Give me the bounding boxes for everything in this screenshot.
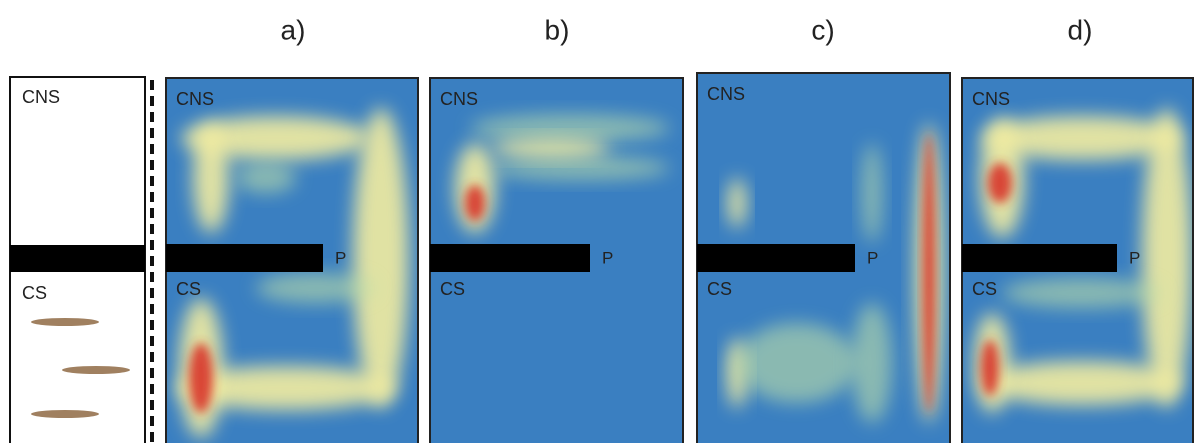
zone-label: CNS [22,87,60,107]
fish [31,318,99,326]
zone-label: CNS [440,89,478,109]
partition-label: P [867,248,878,267]
heat-blob [193,123,229,233]
heat-blob [470,114,670,142]
heat-blob [728,178,746,228]
fish [31,410,99,418]
heat-blob [465,185,485,221]
heatmap [166,78,418,443]
heat-blob [982,361,1182,405]
schematic: CNS CS [9,76,154,443]
panel-label: b) [545,14,570,45]
heat-blob [176,366,396,410]
partition [10,245,145,272]
zone-label: CS [22,283,47,303]
heat-blob [490,138,610,158]
zone-label: CS [707,279,732,299]
heat-blob [353,108,409,408]
heat-blob [982,116,1182,160]
zone-label: CNS [707,84,745,104]
heat-blob [737,323,857,403]
panel-label: d) [1068,14,1093,45]
fish [62,366,130,374]
zone-label: CS [176,279,201,299]
heat-blob [1002,278,1162,308]
heat-blob [923,133,935,413]
panel-label: a) [281,14,306,45]
zone-label: CS [440,279,465,299]
heat-blob [189,343,213,413]
heat-blob [862,143,882,243]
heat-blob [1142,108,1192,408]
partition [697,244,855,272]
heat-blob [256,273,376,303]
heat-blob [988,163,1012,203]
zone-label: CS [972,279,997,299]
panel-label: c) [811,14,834,45]
heat-blob [490,156,670,180]
heat-blob [981,340,999,396]
partition-label: P [335,248,346,267]
partition [166,244,323,272]
heat-blob [236,163,296,193]
heat-blob [852,303,892,423]
partition-label: P [602,248,613,267]
partition [962,244,1117,272]
partition [430,244,590,272]
zone-label: CNS [176,89,214,109]
partition-label: P [1129,248,1140,267]
zone-label: CNS [972,89,1010,109]
heat-blob [181,116,371,160]
